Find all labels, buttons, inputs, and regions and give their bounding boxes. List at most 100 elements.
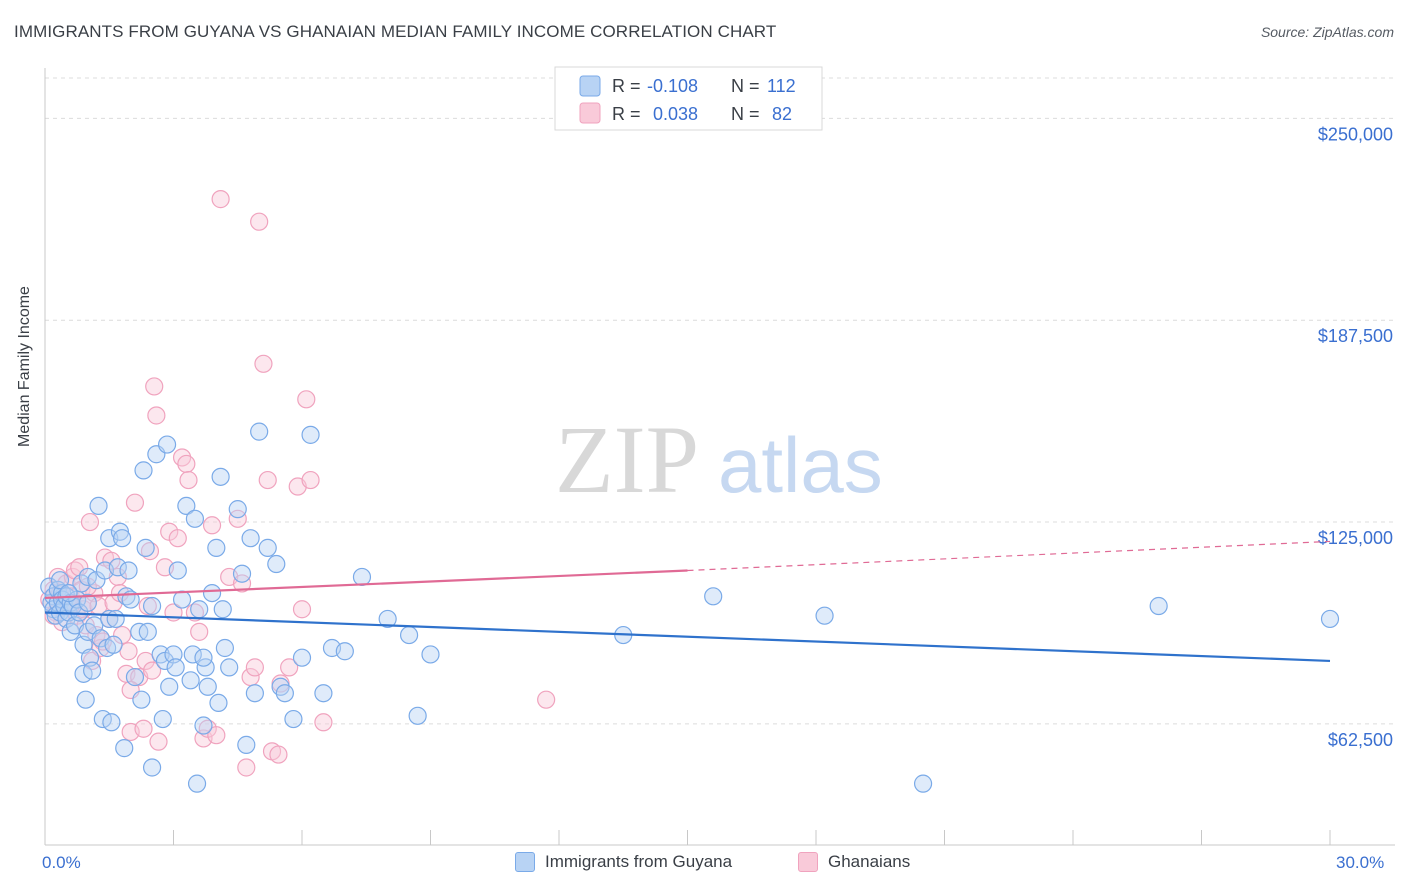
point-guyana — [292, 648, 312, 667]
y-tick-label: $125,000 — [1318, 528, 1393, 548]
legend-item-guyana: Immigrants from Guyana — [515, 852, 732, 872]
y-axis-label: Median Family Income — [16, 286, 33, 447]
source-label: Source: ZipAtlas.com — [1260, 24, 1394, 40]
point-guyana — [134, 461, 153, 480]
point-ghanaians — [301, 470, 320, 490]
legend-label-ghanaians: Ghanaians — [828, 852, 911, 871]
x-tick-label-min: 0.0% — [42, 853, 81, 872]
legend-item-ghanaians: Ghanaians — [798, 852, 910, 872]
point-guyana — [275, 684, 294, 703]
point-ghanaians — [237, 758, 256, 777]
point-guyana — [421, 645, 440, 664]
point-guyana — [241, 529, 260, 548]
point-guyana — [258, 538, 277, 557]
chart-title: IMMIGRANTS FROM GUYANA VS GHANAIAN MEDIA… — [14, 22, 777, 41]
watermark-zip: ZIP — [555, 406, 699, 513]
point-guyana — [142, 758, 162, 777]
point-guyana — [125, 667, 145, 687]
point-guyana — [250, 422, 269, 441]
point-ghanaians — [83, 651, 102, 671]
point-guyana — [108, 558, 127, 577]
legend-n-label: N = — [731, 104, 760, 124]
point-guyana — [815, 606, 834, 625]
point-ghanaians — [136, 651, 155, 671]
point-ghanaians — [80, 512, 100, 532]
point-guyana — [168, 561, 187, 580]
point-guyana — [106, 609, 125, 629]
point-guyana — [157, 435, 177, 454]
point-guyana — [102, 713, 121, 732]
y-tick-label: $187,500 — [1318, 326, 1393, 346]
legend-swatch-ghanaians — [579, 102, 601, 124]
point-ghanaians — [254, 354, 273, 373]
point-guyana — [314, 684, 333, 703]
point-ghanaians — [292, 600, 312, 619]
point-guyana — [301, 425, 320, 444]
point-ghanaians — [177, 454, 196, 474]
watermark-atlas: atlas — [718, 421, 883, 509]
point-ghanaians — [228, 509, 247, 528]
point-ghanaians — [142, 661, 162, 680]
legend-n-value-guyana: 112 — [767, 76, 796, 96]
point-ghanaians — [134, 719, 153, 738]
point-guyana — [207, 538, 226, 557]
point-ghanaians — [138, 596, 157, 616]
point-ghanaians — [145, 377, 164, 396]
point-guyana — [185, 509, 205, 528]
point-ghanaians — [202, 516, 222, 535]
point-guyana — [187, 774, 207, 793]
trend-line-guyana — [44, 611, 1331, 663]
point-guyana — [112, 529, 132, 548]
point-guyana — [220, 658, 239, 677]
series-guyana — [40, 422, 1340, 793]
legend-r-value-guyana: -0.108 — [647, 76, 698, 96]
point-guyana — [232, 564, 252, 583]
point-ghanaians — [232, 574, 252, 593]
point-guyana — [142, 596, 162, 616]
point-guyana — [138, 622, 157, 641]
legend-r-label: R = — [612, 76, 641, 96]
point-guyana — [72, 574, 91, 593]
point-guyana — [100, 529, 119, 548]
point-ghanaians — [245, 658, 264, 677]
point-guyana — [181, 671, 200, 690]
y-tick-labels: $62,500 $125,000 $187,500 $250,000 — [1318, 124, 1393, 750]
point-ghanaians — [147, 406, 166, 425]
point-guyana — [228, 500, 247, 519]
point-guyana — [352, 567, 372, 587]
point-guyana — [1149, 596, 1168, 616]
point-ghanaians — [125, 493, 145, 512]
point-guyana — [104, 635, 123, 654]
point-guyana — [177, 496, 196, 516]
point-guyana — [267, 554, 286, 574]
legend-label-guyana: Immigrants from Guyana — [545, 852, 733, 871]
point-guyana — [160, 677, 179, 696]
point-ghanaians — [269, 745, 288, 764]
point-guyana — [76, 690, 95, 709]
axes — [44, 68, 1395, 846]
point-ghanaians — [168, 529, 187, 548]
point-guyana — [132, 690, 151, 709]
point-guyana — [704, 587, 723, 606]
point-ghanaians — [207, 726, 226, 745]
point-guyana — [408, 706, 427, 725]
point-guyana — [399, 625, 419, 645]
point-guyana — [115, 739, 134, 758]
trend-lines — [44, 540, 1331, 663]
point-guyana — [89, 496, 108, 516]
legend-r-label: R = — [612, 104, 641, 124]
y-tick-label: $62,500 — [1328, 730, 1393, 750]
point-guyana — [198, 677, 217, 696]
point-guyana — [153, 709, 172, 729]
point-guyana — [136, 538, 155, 557]
point-guyana — [194, 648, 213, 667]
point-ghanaians — [537, 690, 556, 709]
y-tick-label: $250,000 — [1318, 124, 1393, 144]
legend-swatch-guyana — [515, 852, 535, 872]
point-ghanaians — [149, 732, 168, 751]
point-guyana — [335, 642, 354, 661]
point-ghanaians — [102, 551, 121, 570]
watermark: ZIP atlas — [555, 406, 883, 513]
x-tick-label-max: 30.0% — [1336, 853, 1385, 872]
